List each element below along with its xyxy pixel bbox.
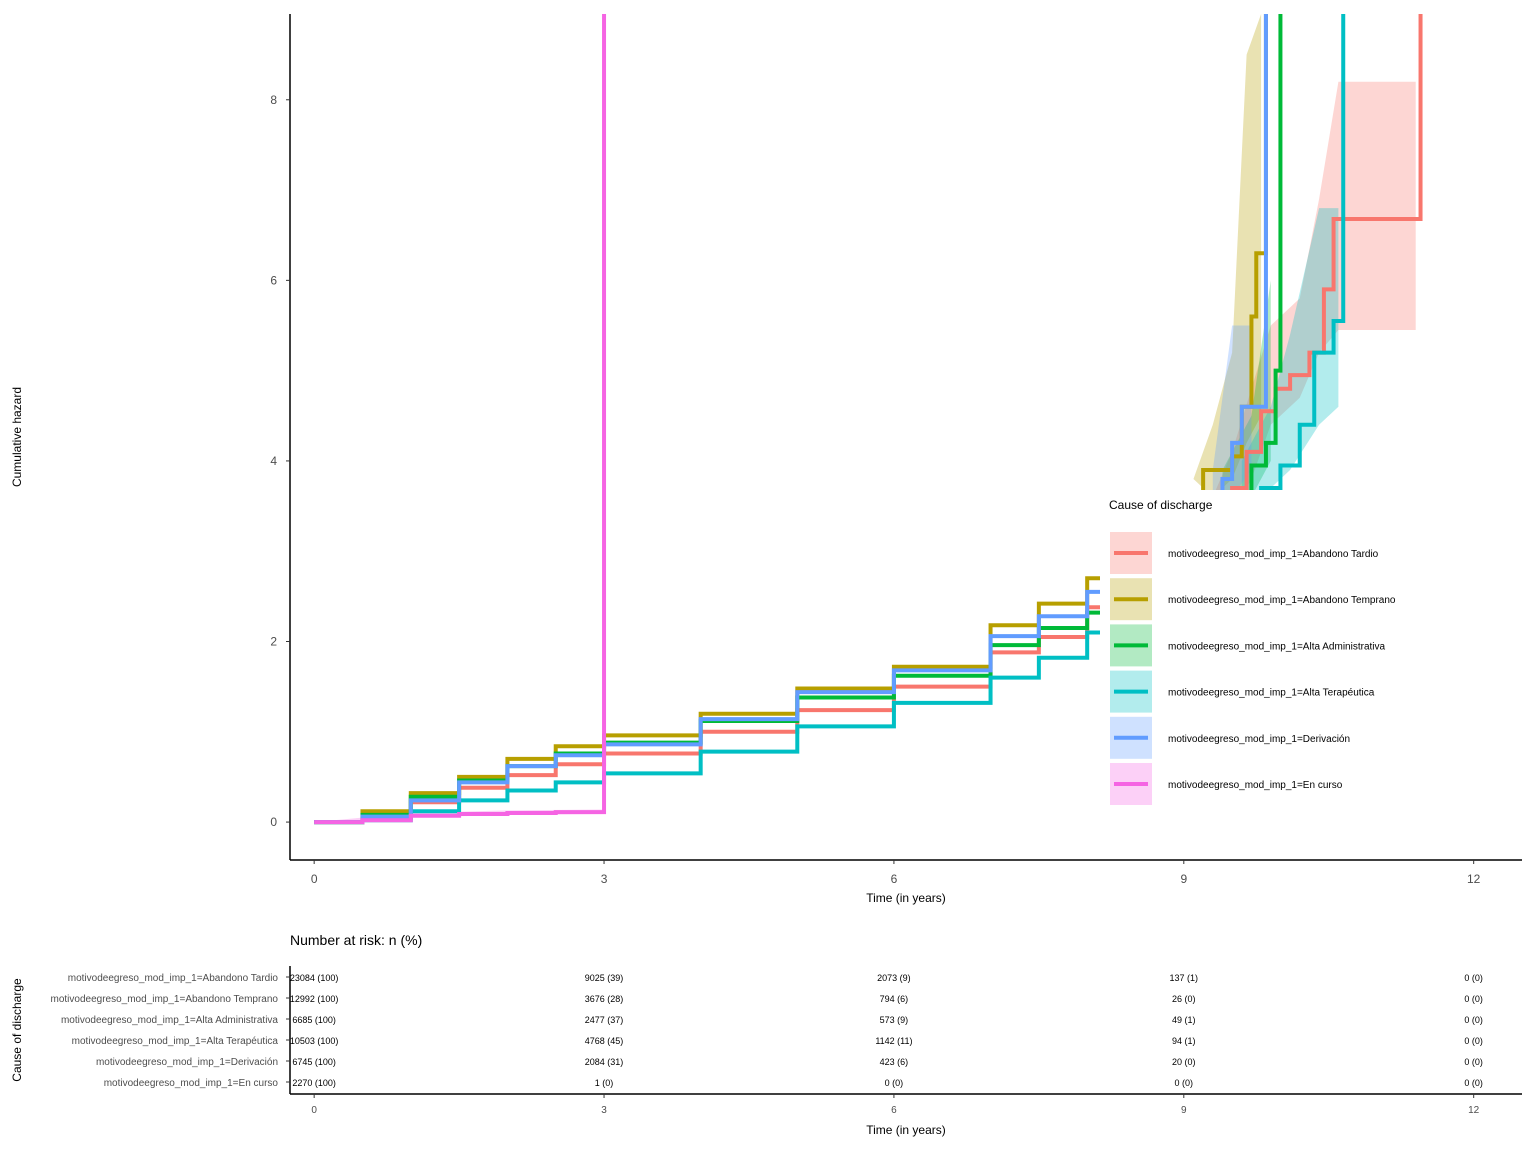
x-tick-label: 3	[601, 872, 608, 886]
risk-cell: 2084 (31)	[585, 1057, 624, 1067]
risk-cell: 0 (0)	[1464, 1078, 1483, 1088]
legend-background	[1100, 490, 1430, 815]
risk-cell: 2073 (9)	[877, 973, 911, 983]
y-tick-label: 8	[270, 93, 277, 107]
risk-cell: 0 (0)	[1464, 1057, 1483, 1067]
risk-cell: 0 (0)	[1464, 1015, 1483, 1025]
series-line-4	[314, 14, 1268, 825]
risk-strata-label-2: motivodeegreso_mod_imp_1=Alta Administra…	[61, 1015, 278, 1026]
confidence-band-3	[1241, 208, 1339, 516]
risk-strata-label-0: motivodeegreso_mod_imp_1=Abandono Tardio	[68, 973, 279, 984]
risk-strata-label-5: motivodeegreso_mod_imp_1=En curso	[104, 1078, 279, 1089]
risk-cell: 2270 (100)	[292, 1078, 336, 1088]
risk-x-tick-label: 12	[1468, 1105, 1480, 1116]
risk-cell: 0 (0)	[885, 1078, 904, 1088]
hazard-lines	[314, 14, 1423, 825]
legend-label-2: motivodeegreso_mod_imp_1=Alta Administra…	[1168, 641, 1385, 652]
legend-label-3: motivodeegreso_mod_imp_1=Alta Terapéutic…	[1168, 688, 1375, 699]
risk-cell: 0 (0)	[1175, 1078, 1194, 1088]
main-axes: 0 2 4 6 8 0 3 6 9 12	[270, 14, 1522, 886]
risk-table-y-label: Cause of discharge	[10, 978, 24, 1082]
legend: motivodeegreso_mod_imp_1=Abandono Tardio…	[1110, 532, 1396, 805]
main-plot: 0 2 4 6 8 0 3 6 9 12 Cumulative hazard Time (in y…	[10, 14, 1522, 905]
risk-x-tick-label: 0	[311, 1105, 317, 1116]
risk-cell: 9025 (39)	[585, 973, 624, 983]
x-tick-label: 6	[891, 872, 898, 886]
x-tick-label: 0	[311, 872, 318, 886]
risk-table-title: Number at risk: n (%)	[290, 932, 422, 948]
x-tick-label: 12	[1467, 872, 1481, 886]
risk-cell: 10503 (100)	[290, 1036, 339, 1046]
risk-cell: 423 (6)	[880, 1057, 909, 1067]
risk-cell: 12992 (100)	[290, 994, 339, 1004]
series-line-3	[314, 14, 1346, 825]
legend-title: Cause of discharge	[1109, 498, 1213, 512]
y-axis-label: Cumulative hazard	[10, 387, 24, 487]
risk-cell: 1 (0)	[595, 1078, 614, 1088]
risk-cell: 23084 (100)	[290, 973, 339, 983]
legend-label-4: motivodeegreso_mod_imp_1=Derivación	[1168, 734, 1350, 745]
y-tick-label: 4	[270, 454, 277, 468]
legend-label-1: motivodeegreso_mod_imp_1=Abandono Tempra…	[1168, 595, 1396, 606]
risk-cell: 94 (1)	[1172, 1036, 1196, 1046]
risk-cell: 794 (6)	[880, 994, 909, 1004]
risk-strata-label-3: motivodeegreso_mod_imp_1=Alta Terapéutic…	[72, 1036, 279, 1047]
risk-x-tick-label: 6	[891, 1105, 897, 1116]
y-tick-label: 2	[270, 635, 277, 649]
confidence-band-1	[1193, 14, 1262, 498]
risk-x-tick-label: 9	[1181, 1105, 1187, 1116]
confidence-band-4	[1212, 325, 1252, 507]
risk-strata-label-4: motivodeegreso_mod_imp_1=Derivación	[96, 1057, 278, 1068]
x-axis-label: Time (in years)	[866, 891, 946, 905]
risk-cell: 0 (0)	[1464, 994, 1483, 1004]
risk-table-x-label: Time (in years)	[866, 1123, 946, 1137]
x-tick-label: 9	[1180, 872, 1187, 886]
risk-cell: 6685 (100)	[292, 1015, 336, 1025]
risk-table: Number at risk: n (%) 0 3 6 9 12 motivodeegr…	[10, 932, 1522, 1137]
risk-cell: 0 (0)	[1464, 973, 1483, 983]
risk-table-axes: 0 3 6 9 12	[289, 966, 1522, 1116]
risk-cell: 2477 (37)	[585, 1015, 624, 1025]
risk-cell: 6745 (100)	[292, 1057, 336, 1067]
y-tick-label: 6	[270, 273, 277, 287]
risk-cell: 49 (1)	[1172, 1015, 1196, 1025]
risk-cell: 1142 (11)	[875, 1036, 912, 1046]
risk-strata-label-1: motivodeegreso_mod_imp_1=Abandono Tempra…	[51, 994, 279, 1005]
risk-x-tick-label: 3	[601, 1105, 607, 1116]
risk-cell: 20 (0)	[1172, 1057, 1196, 1067]
risk-cell: 26 (0)	[1172, 994, 1196, 1004]
risk-table-rows: motivodeegreso_mod_imp_1=Abandono Tardio…	[51, 973, 1483, 1089]
risk-cell: 137 (1)	[1170, 973, 1199, 983]
risk-cell: 4768 (45)	[585, 1036, 624, 1046]
legend-label-5: motivodeegreso_mod_imp_1=En curso	[1168, 780, 1343, 791]
y-tick-label: 0	[270, 815, 277, 829]
risk-cell: 3676 (28)	[585, 994, 624, 1004]
risk-cell: 573 (9)	[880, 1015, 909, 1025]
series-line-5	[314, 14, 607, 825]
legend-label-0: motivodeegreso_mod_imp_1=Abandono Tardio	[1168, 549, 1379, 560]
risk-cell: 0 (0)	[1464, 1036, 1483, 1046]
